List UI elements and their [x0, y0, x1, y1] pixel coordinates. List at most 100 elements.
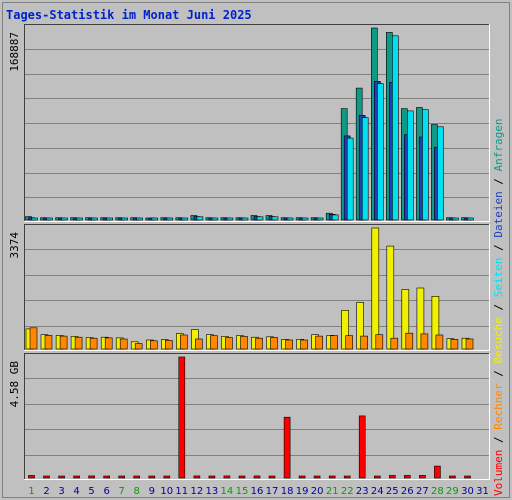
bar-volumen-day-6 — [103, 475, 110, 479]
bar-seiten-day-9 — [151, 217, 159, 221]
bar-rechner-day-26 — [405, 332, 414, 350]
bar-seiten-day-14 — [226, 217, 234, 221]
x-tick-label: 25 — [386, 486, 399, 497]
bar-seiten-day-23 — [361, 117, 369, 221]
bar-besuche-day-23 — [356, 302, 365, 350]
bar-seiten-day-1 — [31, 217, 38, 221]
bar-rechner-day-27 — [420, 333, 429, 350]
bar-rechner-day-17 — [270, 337, 278, 350]
bar-volumen-day-13 — [208, 475, 216, 479]
bar-volumen-day-22 — [343, 475, 351, 479]
bar-volumen-day-1 — [28, 475, 35, 479]
x-tick-label: 15 — [236, 486, 249, 497]
legend-separator: / — [492, 237, 505, 258]
chart-title: Tages-Statistik im Monat Juni 2025 — [6, 8, 252, 22]
legend-entry-seiten: Seiten — [492, 257, 505, 298]
bar-volumen-day-8 — [133, 475, 140, 479]
legend-separator: / — [492, 363, 505, 384]
bar-rechner-day-16 — [255, 337, 263, 350]
bar-seiten-day-17 — [271, 216, 279, 221]
x-tick-label: 13 — [206, 486, 219, 497]
legend-entry-dateien: Dateien — [492, 191, 505, 238]
x-tick-label: 14 — [221, 486, 234, 497]
bar-volumen-day-20 — [313, 475, 321, 479]
bar-volumen-day-19 — [298, 475, 306, 479]
bar-rechner-day-7 — [119, 338, 128, 350]
bar-besuche-day-24 — [371, 227, 380, 350]
bar-rechner-day-11 — [180, 334, 188, 350]
x-tick-label: 6 — [104, 486, 110, 497]
x-tick-label: 11 — [175, 486, 188, 497]
bar-rechner-day-3 — [59, 335, 68, 350]
x-tick-label: 7 — [119, 486, 125, 497]
bar-volumen-day-21 — [328, 475, 336, 479]
x-tick-label: 23 — [356, 486, 369, 497]
bar-seiten-day-10 — [166, 217, 174, 221]
bar-rechner-day-22 — [345, 335, 354, 350]
bar-seiten-day-16 — [256, 216, 264, 221]
x-tick-label: 21 — [326, 486, 339, 497]
bar-volumen-day-28 — [434, 465, 441, 479]
bar-rechner-day-6 — [104, 337, 113, 350]
x-tick-label: 22 — [341, 486, 354, 497]
bar-volumen-day-3 — [58, 475, 65, 479]
bar-rechner-day-20 — [315, 335, 323, 350]
bar-volumen-day-17 — [268, 475, 276, 479]
bar-seiten-day-24 — [376, 83, 384, 221]
bar-rechner-day-5 — [89, 337, 98, 350]
bar-volumen-day-9 — [148, 475, 156, 479]
x-tick-label: 24 — [371, 486, 384, 497]
bar-seiten-day-5 — [91, 217, 98, 221]
bar-rechner-day-8 — [134, 343, 143, 350]
bar-seiten-day-8 — [136, 217, 143, 221]
bar-seiten-day-28 — [437, 126, 444, 221]
bar-volumen-day-5 — [88, 475, 95, 479]
bar-volumen-day-11 — [178, 356, 186, 479]
bar-seiten-day-18 — [286, 217, 294, 221]
x-tick-label: 18 — [281, 486, 294, 497]
x-tick-label: 3 — [58, 486, 64, 497]
bar-seiten-day-27 — [422, 109, 429, 221]
bar-volumen-day-27 — [419, 475, 426, 479]
legend-separator: / — [492, 171, 505, 192]
bar-volumen-day-10 — [163, 475, 171, 479]
x-tick-label: 16 — [251, 486, 264, 497]
bar-rechner-day-30 — [465, 338, 474, 350]
x-tick-label: 26 — [401, 486, 414, 497]
x-tick-label: 10 — [160, 486, 173, 497]
x-tick-label: 9 — [149, 486, 155, 497]
x-tick-label: 12 — [191, 486, 204, 497]
bar-rechner-day-12 — [195, 338, 203, 350]
bar-seiten-day-11 — [181, 217, 189, 221]
bar-rechner-day-4 — [74, 336, 83, 350]
bar-volumen-day-16 — [253, 475, 261, 479]
bar-rechner-day-13 — [210, 335, 218, 350]
legend-entry-rechner: Rechner — [492, 383, 505, 430]
bar-rechner-day-2 — [44, 335, 53, 350]
x-tick-label: 8 — [134, 486, 140, 497]
legend-separator: / — [492, 297, 505, 318]
x-tick-label: 17 — [266, 486, 279, 497]
bar-rechner-day-19 — [300, 339, 308, 350]
bar-seiten-day-21 — [331, 214, 339, 221]
bar-rechner-day-25 — [390, 337, 399, 350]
bar-rechner-day-14 — [225, 337, 233, 350]
x-tick-label: 19 — [296, 486, 309, 497]
x-tick-label: 30 — [461, 486, 474, 497]
bar-rechner-day-24 — [375, 334, 384, 350]
bar-rechner-day-21 — [330, 335, 339, 350]
bar-volumen-day-7 — [118, 475, 125, 479]
bar-seiten-day-15 — [241, 217, 249, 221]
bar-volumen-day-29 — [449, 475, 456, 479]
bar-seiten-day-2 — [46, 217, 53, 221]
x-tick-label: 29 — [446, 486, 459, 497]
bar-rechner-day-29 — [450, 338, 459, 350]
bar-rechner-day-9 — [150, 340, 158, 350]
legend-entry-besuche: Besuche — [492, 317, 505, 364]
bar-seiten-day-3 — [61, 217, 68, 221]
x-tick-label: 4 — [73, 486, 79, 497]
bar-seiten-day-29 — [452, 217, 459, 221]
